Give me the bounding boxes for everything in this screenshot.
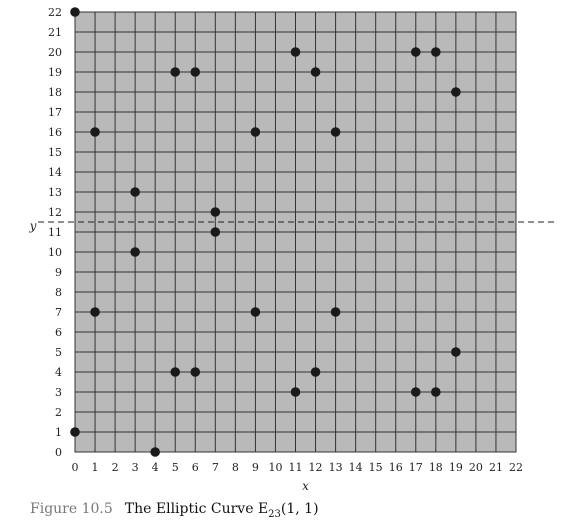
data-point xyxy=(330,307,341,317)
figure-caption: Figure 10.5 The Elliptic Curve E23(1, 1) xyxy=(30,501,319,520)
y-tick-label: 4 xyxy=(55,366,62,379)
x-tick-labels: 0 1 2 3 4 5 6 7 8 9 10 11 12 13 14 15 16 17 18 19 20 21 22 xyxy=(72,461,524,474)
x-tick-label: 9 xyxy=(252,461,259,474)
x-tick-label: 5 xyxy=(172,461,179,474)
y-tick-label: 9 xyxy=(55,266,62,279)
y-tick-label: 16 xyxy=(48,126,62,139)
data-point xyxy=(130,247,140,257)
data-point xyxy=(431,47,441,57)
data-point xyxy=(210,207,221,217)
y-tick-label: 22 xyxy=(48,6,62,19)
y-tick-label: 10 xyxy=(48,246,62,259)
y-tick-label: 8 xyxy=(55,286,62,299)
data-point xyxy=(431,387,441,397)
caption-subscript: 23 xyxy=(268,508,281,520)
y-tick-label: 3 xyxy=(55,386,62,399)
data-point xyxy=(310,367,321,377)
data-point xyxy=(150,447,160,457)
x-tick-label: 20 xyxy=(469,461,483,474)
x-tick-label: 15 xyxy=(369,461,383,474)
x-tick-label: 11 xyxy=(289,461,303,474)
x-tick-label: 18 xyxy=(429,461,443,474)
data-point xyxy=(410,47,421,57)
x-tick-label: 10 xyxy=(268,461,282,474)
y-tick-label: 15 xyxy=(48,146,62,159)
figure-number: Figure 10.5 xyxy=(30,501,113,517)
data-point xyxy=(330,127,341,137)
x-tick-label: 7 xyxy=(212,461,219,474)
y-tick-label: 20 xyxy=(48,46,62,59)
y-tick-label: 14 xyxy=(48,166,62,179)
x-tick-label: 6 xyxy=(192,461,199,474)
caption-args: (1, 1) xyxy=(280,501,319,517)
x-axis-label: x xyxy=(302,479,309,493)
y-tick-label: 0 xyxy=(55,446,62,459)
y-tick-label: 2 xyxy=(55,406,62,419)
x-tick-label: 22 xyxy=(509,461,523,474)
y-tick-label: 5 xyxy=(55,346,62,359)
data-point xyxy=(451,347,461,357)
data-point xyxy=(410,387,421,397)
data-point xyxy=(310,67,321,77)
caption-title: The Elliptic Curve E xyxy=(124,501,269,517)
y-tick-label: 7 xyxy=(55,306,62,319)
x-tick-label: 12 xyxy=(309,461,323,474)
y-tick-label: 12 xyxy=(48,206,62,219)
data-point xyxy=(170,367,181,377)
y-tick-label: 13 xyxy=(48,186,62,199)
data-point xyxy=(210,227,221,237)
y-tick-label: 21 xyxy=(48,26,62,39)
data-point xyxy=(190,67,201,77)
grid-lines xyxy=(74,11,517,453)
data-point xyxy=(190,367,201,377)
x-tick-label: 4 xyxy=(152,461,159,474)
y-tick-label: 17 xyxy=(48,106,62,119)
data-point xyxy=(90,307,100,317)
data-point xyxy=(90,127,100,137)
data-point xyxy=(70,427,80,437)
data-point xyxy=(451,87,461,97)
data-point xyxy=(290,47,301,57)
y-tick-label: 19 xyxy=(48,66,62,79)
y-tick-label: 18 xyxy=(48,86,62,99)
x-tick-label: 13 xyxy=(329,461,343,474)
y-tick-label: 6 xyxy=(55,326,62,339)
x-tick-label: 2 xyxy=(112,461,119,474)
y-axis-label: y xyxy=(29,219,37,233)
x-tick-label: 8 xyxy=(232,461,239,474)
data-point xyxy=(170,67,181,77)
x-tick-label: 21 xyxy=(489,461,503,474)
x-tick-label: 1 xyxy=(92,461,99,474)
x-tick-label: 0 xyxy=(72,461,79,474)
elliptic-curve-chart: 0 1 2 3 4 5 6 7 8 9 10 11 12 13 14 15 16 17 18 19 20 21 22 012… xyxy=(29,6,556,493)
data-point xyxy=(130,187,140,197)
data-point xyxy=(250,127,261,137)
data-points xyxy=(70,7,461,457)
x-tick-label: 14 xyxy=(349,461,363,474)
x-tick-label: 3 xyxy=(132,461,139,474)
x-tick-label: 19 xyxy=(449,461,463,474)
data-point xyxy=(250,307,261,317)
x-tick-label: 17 xyxy=(409,461,423,474)
y-tick-label: 11 xyxy=(48,226,62,239)
data-point xyxy=(70,7,80,17)
data-point xyxy=(290,387,301,397)
y-tick-label: 1 xyxy=(55,426,62,439)
x-tick-label: 16 xyxy=(389,461,403,474)
